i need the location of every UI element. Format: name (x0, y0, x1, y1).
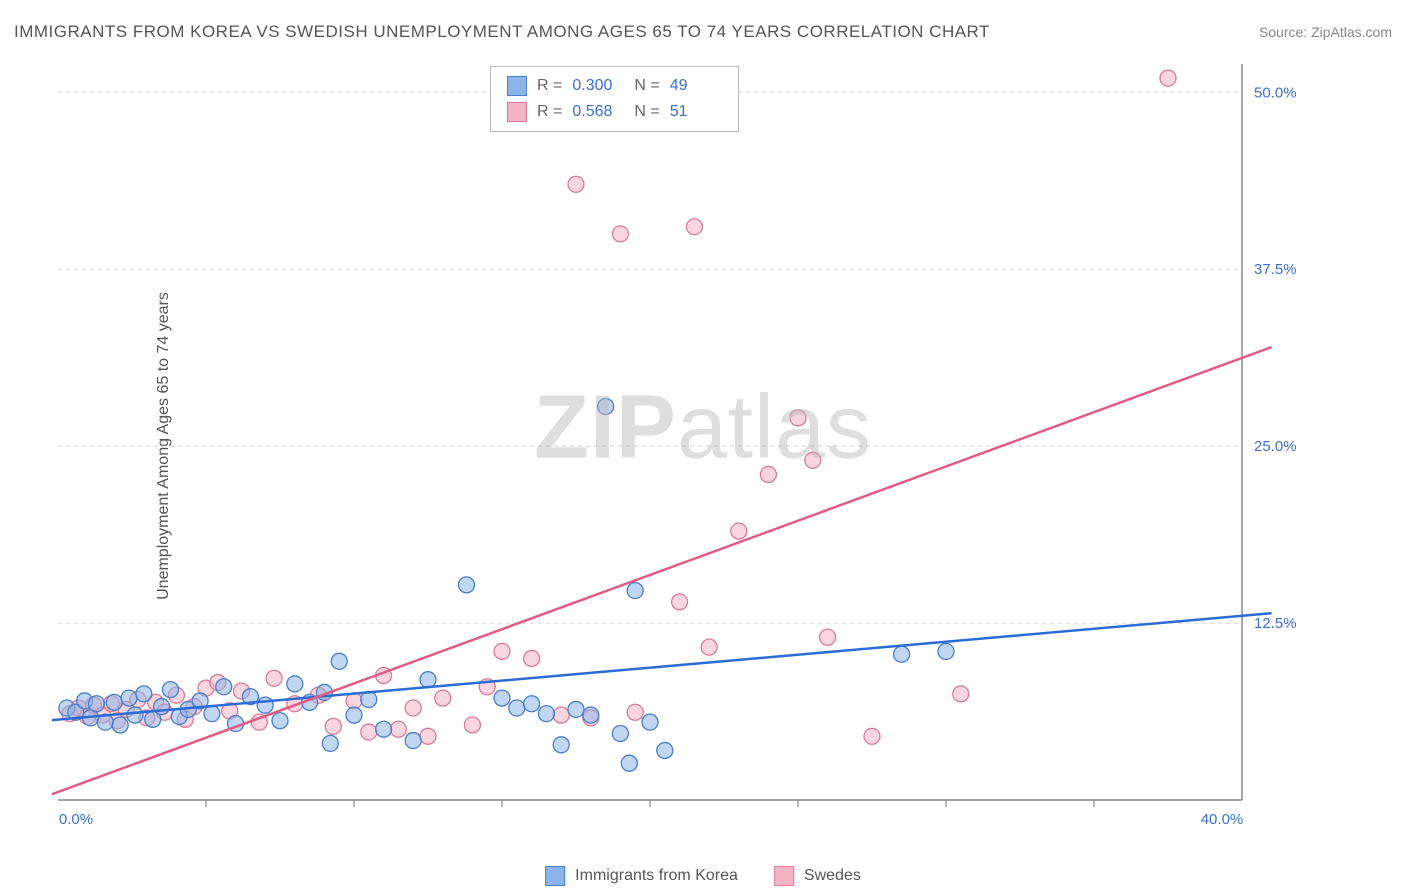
data-point (136, 686, 152, 702)
data-point (938, 643, 954, 659)
y-tick-label: 50.0% (1254, 84, 1297, 101)
data-point (568, 176, 584, 192)
x-tick-label: 40.0% (1201, 811, 1244, 828)
data-point (390, 721, 406, 737)
data-point (598, 399, 614, 415)
n-value: 49 (670, 73, 722, 99)
r-value: 0.300 (572, 73, 624, 99)
data-point (405, 700, 421, 716)
data-point (405, 733, 421, 749)
y-tick-label: 37.5% (1254, 261, 1297, 278)
stats-row: R = 0.300 N = 49 (507, 73, 722, 99)
data-point (612, 226, 628, 242)
data-point (894, 646, 910, 662)
data-point (760, 466, 776, 482)
data-point (112, 717, 128, 733)
legend-swatch (507, 76, 527, 96)
data-point (88, 696, 104, 712)
data-point (376, 721, 392, 737)
data-point (686, 219, 702, 235)
data-point (361, 724, 377, 740)
y-tick-label: 12.5% (1254, 615, 1297, 632)
data-point (553, 737, 569, 753)
data-point (820, 629, 836, 645)
x-tick-label: 0.0% (59, 811, 93, 828)
data-point (458, 577, 474, 593)
r-label: R = (537, 73, 562, 99)
legend-item: Immigrants from Korea (545, 866, 738, 886)
data-point (127, 707, 143, 723)
chart-svg: 12.5% 25.0% 37.5% 50.0% 0.0% 40.0% (52, 60, 1312, 840)
r-value: 0.568 (572, 99, 624, 125)
data-point (257, 697, 273, 713)
data-point (272, 713, 288, 729)
data-point (731, 523, 747, 539)
data-point (524, 650, 540, 666)
data-point (266, 670, 282, 686)
data-point (106, 694, 122, 710)
legend-label: Swedes (804, 867, 861, 885)
legend-swatch (507, 102, 527, 122)
data-point (805, 452, 821, 468)
data-point (464, 717, 480, 733)
data-point (627, 583, 643, 599)
data-point (204, 706, 220, 722)
data-point (672, 594, 688, 610)
data-point (494, 643, 510, 659)
data-point (121, 690, 137, 706)
data-point (420, 672, 436, 688)
data-point (1160, 70, 1176, 86)
data-point (322, 735, 338, 751)
data-point (420, 728, 436, 744)
data-point (325, 718, 341, 734)
source-label: Source: ZipAtlas.com (1259, 24, 1392, 40)
data-point (509, 700, 525, 716)
stats-legend-box: R = 0.300 N = 49 R = 0.568 N = 51 (490, 66, 739, 132)
bottom-legend: Immigrants from Korea Swedes (545, 866, 861, 886)
data-point (162, 682, 178, 698)
data-point (435, 690, 451, 706)
data-point (346, 707, 362, 723)
data-point (612, 725, 628, 741)
scatter-plot: 12.5% 25.0% 37.5% 50.0% 0.0% 40.0% (52, 60, 1312, 840)
legend-item: Swedes (774, 866, 861, 886)
data-point (583, 707, 599, 723)
data-point (627, 704, 643, 720)
data-point (331, 653, 347, 669)
stats-row: R = 0.568 N = 51 (507, 99, 722, 125)
n-value: 51 (670, 99, 722, 125)
data-point (657, 742, 673, 758)
data-point (216, 679, 232, 695)
data-point (701, 639, 717, 655)
data-point (524, 696, 540, 712)
data-point (568, 701, 584, 717)
n-label: N = (634, 99, 659, 125)
data-point (287, 676, 303, 692)
y-tick-label: 25.0% (1254, 438, 1297, 455)
data-point (790, 410, 806, 426)
legend-label: Immigrants from Korea (575, 867, 738, 885)
title-bar: IMMIGRANTS FROM KOREA VS SWEDISH UNEMPLO… (14, 22, 1392, 42)
data-point (494, 690, 510, 706)
chart-title: IMMIGRANTS FROM KOREA VS SWEDISH UNEMPLO… (14, 22, 990, 42)
trend-line (52, 347, 1272, 803)
data-point (621, 755, 637, 771)
data-point (953, 686, 969, 702)
data-point (553, 707, 569, 723)
legend-swatch (545, 866, 565, 886)
r-label: R = (537, 99, 562, 125)
data-point (642, 714, 658, 730)
data-point (538, 706, 554, 722)
n-label: N = (634, 73, 659, 99)
legend-swatch (774, 866, 794, 886)
data-point (864, 728, 880, 744)
